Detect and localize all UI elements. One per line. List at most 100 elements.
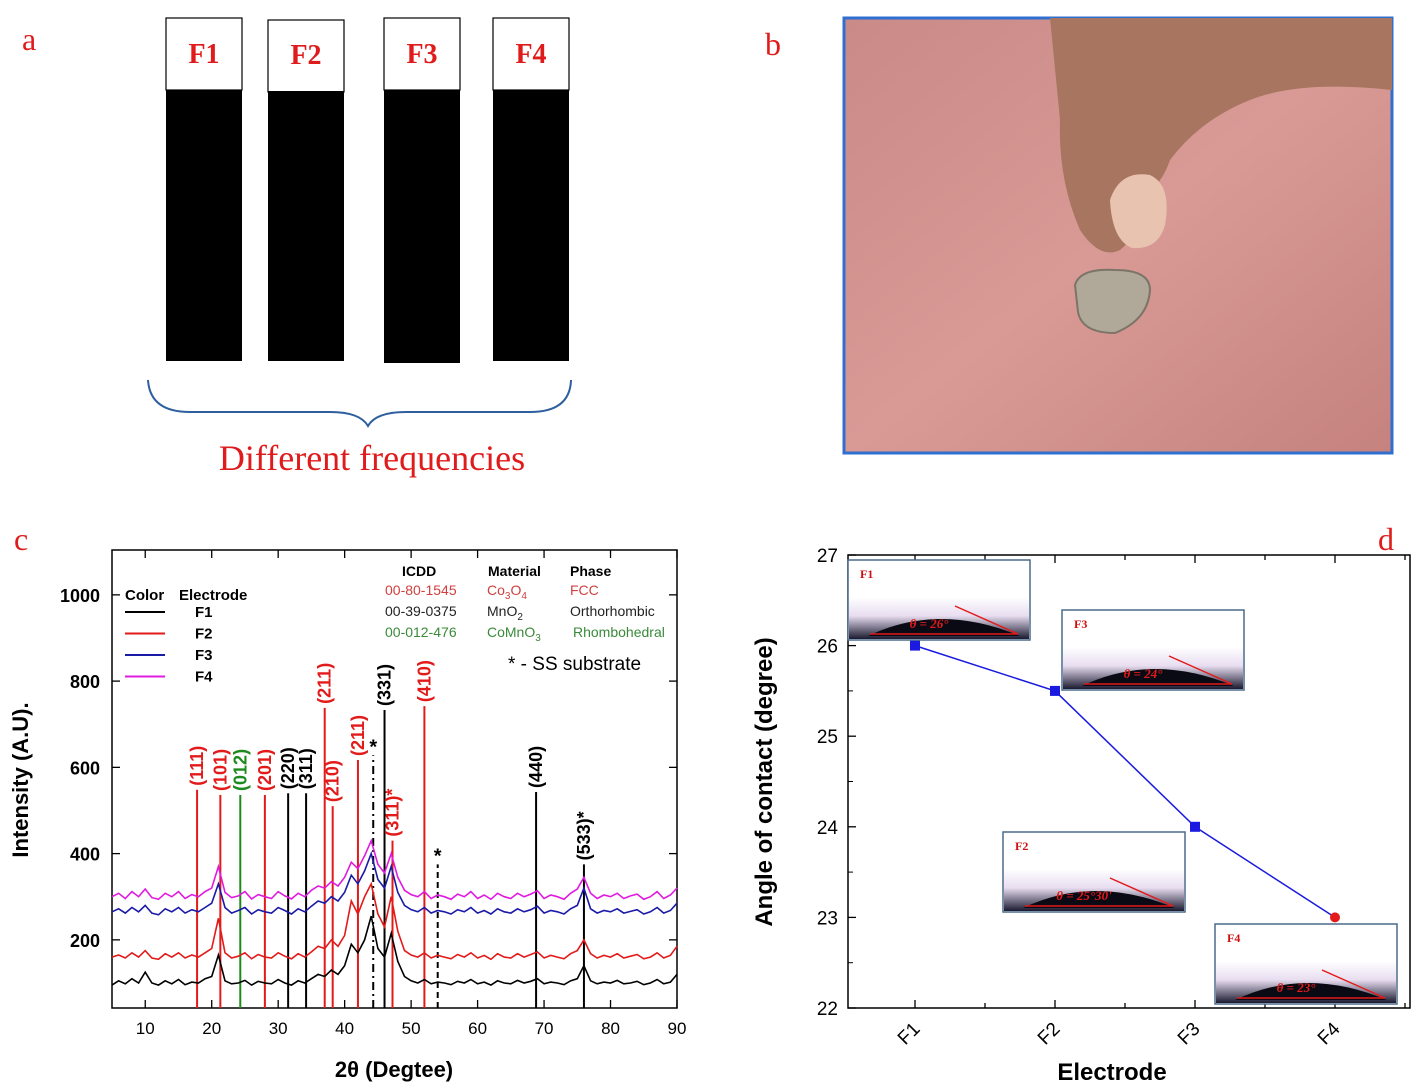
miller-index-label: (012) [230, 749, 250, 791]
droplet-inset-f3: F3 θ = 24° [1061, 609, 1245, 691]
miller-index-label: (440) [526, 746, 546, 788]
series-line-f1 [111, 915, 678, 987]
droplet-shape [868, 619, 1020, 636]
icdd-header: ICDD [402, 563, 436, 579]
xrd-chart: (111) (101) (012) (201) (220)(311)(211)(210)… [8, 549, 687, 1082]
formula-subscript: 3 [535, 633, 541, 644]
droplet-inset-f2: F2 θ = 25°30' [1002, 831, 1186, 913]
legend-title-electrode: Electrode [179, 587, 247, 604]
panel-label-b: b [765, 26, 781, 62]
y-axis-title: Intensity (A.U). [8, 702, 33, 857]
miller-index-label: (331) [375, 664, 395, 706]
miller-index-label: (211) [315, 663, 335, 704]
contact-angle-label: θ = 25°30' [1056, 888, 1112, 903]
miller-index-label: (101) [210, 749, 230, 791]
data-point [1190, 821, 1200, 832]
series-line [914, 644, 1336, 919]
legend-label: F3 [195, 647, 213, 664]
y-axis-title: Angle of contact (degree) [751, 637, 778, 926]
formula-subscript: 4 [521, 591, 527, 602]
miller-index-label: (111) [187, 746, 207, 786]
x-axis-title: Electrode [1057, 1059, 1166, 1086]
series-line-f3 [111, 850, 678, 916]
formula-element: O [510, 582, 521, 598]
y-tick-label: 24 [817, 818, 839, 839]
material-formula: CoMnO3 [487, 624, 541, 644]
crystal-phase: Orthorhombic [570, 603, 655, 619]
droplet-insets: F1 θ = 26° F3 θ = 24° F2 θ = 25°30' F4 θ = 23° [847, 559, 1398, 1005]
inset-label: F4 [1227, 931, 1240, 945]
legend: Color Electrode F1 F2 F3 F4 [125, 587, 247, 686]
tangent-arrow [1168, 655, 1233, 685]
droplet-inset-f4: F4 θ = 23° [1214, 923, 1398, 1005]
icdd-code: 00-80-1545 [385, 582, 457, 598]
panel-label-a: a [22, 21, 36, 57]
series-group [910, 640, 1340, 923]
y-tick-label: 23 [817, 908, 838, 929]
substrate-marker: * [434, 845, 442, 867]
miller-index-label: (210) [323, 760, 343, 802]
miller-index-label: (311) [296, 748, 316, 789]
y-tick-label: 22 [817, 999, 838, 1020]
icdd-table: ICDD Material Phase 00-80-1545 Co3O4 FCC00… [385, 563, 665, 675]
x-tick-label: 40 [335, 1019, 354, 1038]
y-tick-label: 800 [70, 672, 100, 692]
miller-index-label: (533)* [574, 811, 594, 860]
formula-element: MnO [487, 603, 517, 619]
legend-label: F1 [195, 604, 213, 621]
droplet-shape [1023, 891, 1175, 908]
miller-index-label: (211) [348, 715, 368, 756]
x-tick-label: 30 [269, 1019, 288, 1038]
formula-subscript: 3 [505, 591, 511, 602]
curly-brace [147, 379, 572, 429]
electrode-label: F2 [290, 40, 321, 71]
legend-label: F2 [195, 626, 213, 643]
contact-angle-label: θ = 26° [910, 616, 950, 631]
inset-label: F3 [1074, 617, 1087, 631]
miller-index-label: (410) [414, 660, 434, 702]
substrate-marker: * [369, 736, 377, 758]
series-line-f4 [111, 838, 678, 901]
x-tick-label: 90 [668, 1019, 687, 1038]
y-tick-label: 400 [70, 845, 100, 865]
legend-label: F4 [195, 669, 213, 686]
x-tick-label: 50 [402, 1019, 421, 1038]
droplet-inset-f1: F1 θ = 26° [847, 559, 1031, 641]
x-tick-label: 70 [535, 1019, 554, 1038]
formula-subscript: 2 [517, 612, 523, 623]
x-tick-label: 10 [136, 1019, 155, 1038]
formula-element: Co [487, 582, 505, 598]
tangent-arrow [1109, 877, 1174, 907]
miller-index-label: (311)* [383, 789, 403, 837]
electrode-label: F3 [406, 39, 437, 70]
crystal-phase: Rhombohedral [573, 624, 665, 640]
legend-title-color: Color [125, 587, 164, 604]
series-line-f2 [111, 881, 678, 961]
panel-label-c: c [14, 521, 28, 557]
x-tick-label: 60 [468, 1019, 487, 1038]
droplet-shape [1235, 983, 1387, 1000]
substrate-note: * - SS substrate [508, 654, 641, 675]
y-tick-label: 200 [70, 931, 100, 951]
crystal-phase: FCC [570, 582, 599, 598]
inset-label: F2 [1015, 839, 1028, 853]
y-tick-label: 26 [817, 637, 838, 658]
x-tick-label: 20 [202, 1019, 221, 1038]
formula-element: CoMnO [487, 624, 535, 640]
material-header: Material [488, 563, 541, 579]
phase-header: Phase [570, 563, 611, 579]
x-tick-label: F2 [1034, 1019, 1065, 1050]
tangent-arrow [954, 605, 1019, 635]
series-group [111, 838, 678, 987]
data-point [910, 640, 920, 651]
electrode-set: F1 F2 F3 F4 [165, 17, 570, 363]
x-tick-label: 80 [601, 1019, 620, 1038]
material-formula: MnO2 [487, 603, 523, 623]
data-point [1330, 912, 1340, 923]
droplet-shape [1082, 669, 1234, 686]
x-tick-label: F4 [1314, 1018, 1345, 1049]
icdd-code: 00-012-476 [385, 624, 457, 640]
electrode-label: F1 [188, 39, 219, 70]
electrode-f2: F2 [267, 19, 345, 361]
